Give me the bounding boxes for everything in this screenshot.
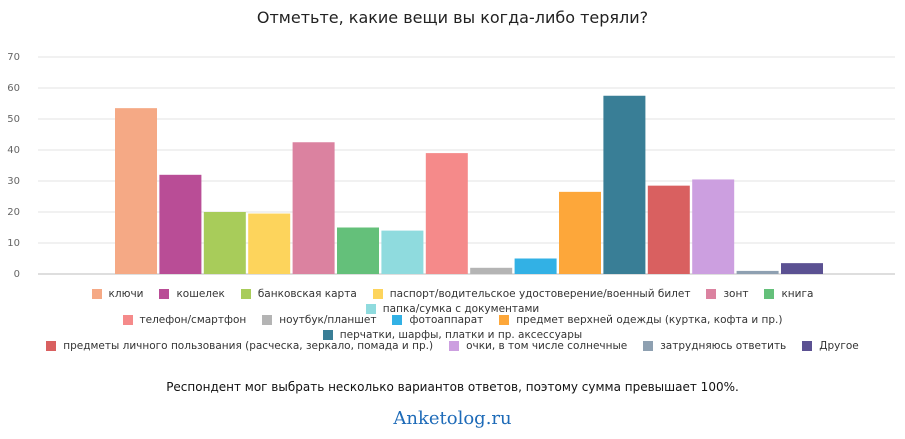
- y-tick-label: 30: [7, 176, 20, 187]
- legend-label: затрудняюсь ответить: [660, 339, 787, 352]
- legend-item[interactable]: кошелек: [159, 286, 225, 301]
- legend-label: ноутбук/планшет: [279, 313, 377, 326]
- legend-item[interactable]: банковская карта: [240, 286, 357, 301]
- legend-swatch: [372, 288, 383, 299]
- legend-item[interactable]: перчатки, шарфы, платки и пр. аксессуары: [322, 327, 583, 342]
- legend-swatch: [392, 314, 403, 325]
- legend-swatch: [802, 340, 813, 351]
- bar[interactable]: предметы личного пользования (расческа, …: [647, 185, 690, 274]
- bar[interactable]: кошелек: [159, 174, 202, 274]
- legend-item[interactable]: очки, в том числе солнечные: [449, 338, 627, 353]
- bar[interactable]: предмет верхней одежды (куртка, кофта и …: [559, 191, 601, 274]
- bar[interactable]: затрудняюсь ответить: [736, 270, 779, 274]
- y-tick-label: 70: [7, 52, 20, 63]
- legend-label: Другое: [819, 339, 859, 352]
- bar[interactable]: фотоаппарат: [514, 258, 557, 275]
- bar[interactable]: Другое: [781, 263, 823, 274]
- legend-swatch: [46, 340, 57, 351]
- y-tick-label: 0: [14, 269, 20, 280]
- bar[interactable]: папка/сумка с документами: [381, 230, 424, 274]
- legend-swatch: [240, 288, 251, 299]
- legend-label: книга: [781, 287, 814, 300]
- legend-row: ключи кошелек банковская карта паспорт/води…: [0, 286, 905, 316]
- legend-swatch: [322, 329, 333, 340]
- bar[interactable]: очки, в том числе солнечные: [692, 179, 735, 274]
- legend-swatch: [122, 314, 133, 325]
- legend-item[interactable]: ключи: [91, 286, 144, 301]
- legend-item[interactable]: ноутбук/планшет: [262, 312, 376, 327]
- footnote: Респондент мог выбрать несколько вариант…: [166, 380, 739, 394]
- bar[interactable]: зонт: [292, 142, 335, 274]
- legend-item[interactable]: книга: [764, 286, 813, 301]
- legend-item[interactable]: папка/сумка с документами: [365, 301, 540, 316]
- legend-swatch: [365, 303, 376, 314]
- y-tick-label: 60: [7, 83, 20, 94]
- legend-label: фотоаппарат: [409, 313, 484, 326]
- legend-row: телефон/смартфон ноутбук/планшет фотоаппар…: [0, 312, 905, 342]
- bar[interactable]: ключи: [115, 108, 157, 275]
- legend-item[interactable]: предметы личного пользования (расческа, …: [46, 338, 433, 353]
- legend-label: папка/сумка с документами: [382, 302, 540, 315]
- legend-item[interactable]: фотоаппарат: [392, 312, 483, 327]
- bar[interactable]: банковская карта: [203, 212, 246, 274]
- legend-label: ключи: [108, 287, 144, 300]
- legend-item[interactable]: телефон/смартфон: [122, 312, 247, 327]
- legend-swatch: [499, 314, 510, 325]
- chart-title: Отметьте, какие вещи вы когда-либо терял…: [256, 8, 649, 27]
- site-name[interactable]: Anketolog.ru: [393, 408, 512, 429]
- y-axis-ticks: 0 10 20 30 40 50 60 70: [7, 52, 20, 280]
- bar[interactable]: ноутбук/планшет: [470, 267, 513, 274]
- bar[interactable]: перчатки, шарфы, платки и пр. аксессуары: [603, 95, 646, 274]
- bar[interactable]: паспорт/водительское удостоверение/военн…: [248, 213, 291, 274]
- y-tick-label: 50: [7, 114, 20, 125]
- legend-swatch: [262, 314, 273, 325]
- legend-row: предметы личного пользования (расческа, …: [0, 338, 905, 353]
- legend-label: телефон/смартфон: [139, 313, 247, 326]
- legend-swatch: [91, 288, 102, 299]
- legend-item[interactable]: предмет верхней одежды (куртка, кофта и …: [499, 312, 782, 327]
- legend-item[interactable]: Другое: [802, 338, 859, 353]
- legend-label: кошелек: [176, 287, 225, 300]
- legend-label: перчатки, шарфы, платки и пр. аксессуары: [339, 328, 583, 341]
- legend-swatch: [706, 288, 717, 299]
- bar[interactable]: книга: [337, 227, 379, 275]
- legend-item[interactable]: затрудняюсь ответить: [643, 338, 786, 353]
- legend-label: зонт: [723, 287, 749, 300]
- legend-swatch: [643, 340, 654, 351]
- y-tick-label: 20: [7, 207, 20, 218]
- legend-label: банковская карта: [257, 287, 357, 300]
- legend-label: паспорт/водительское удостоверение/военн…: [389, 287, 691, 300]
- legend-label: предметы личного пользования (расческа, …: [63, 339, 434, 352]
- legend-label: предмет верхней одежды (куртка, кофта и …: [516, 313, 783, 326]
- y-tick-label: 40: [7, 145, 20, 156]
- legend-swatch: [764, 288, 775, 299]
- legend-item[interactable]: паспорт/водительское удостоверение/военн…: [372, 286, 691, 301]
- legend-item[interactable]: зонт: [706, 286, 748, 301]
- legend-swatch: [159, 288, 170, 299]
- y-tick-label: 10: [7, 238, 20, 249]
- bar[interactable]: телефон/смартфон: [425, 153, 468, 274]
- legend-swatch: [449, 340, 460, 351]
- legend-label: очки, в том числе солнечные: [466, 339, 628, 352]
